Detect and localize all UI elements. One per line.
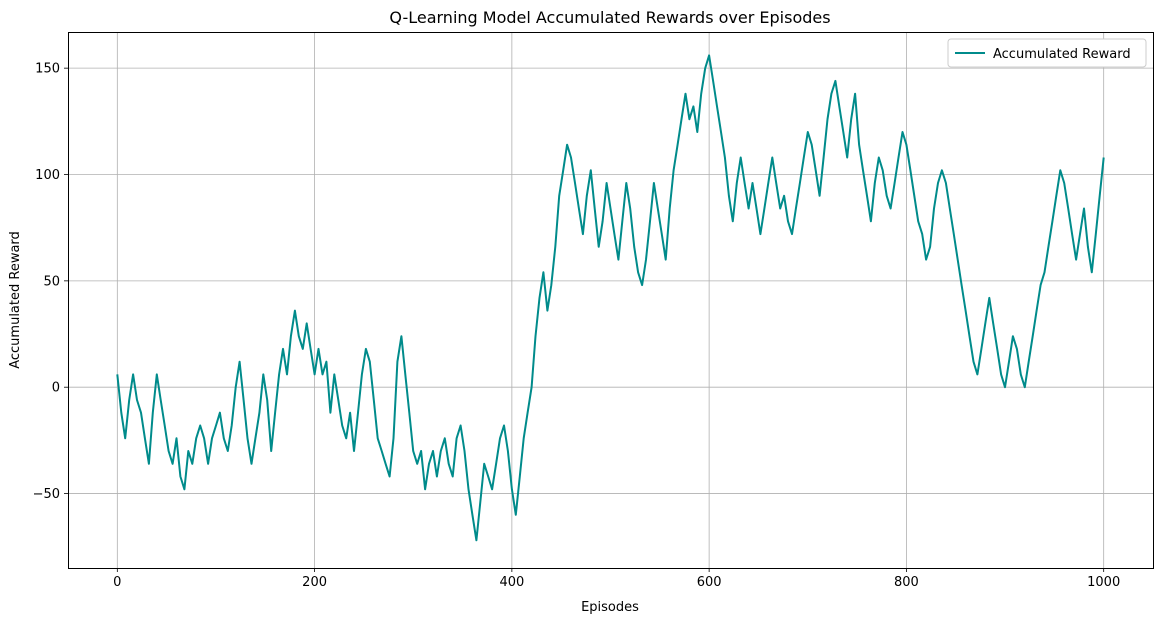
x-tick-label: 200	[302, 575, 327, 590]
y-tick-label: 0	[52, 381, 60, 396]
legend: Accumulated Reward	[947, 38, 1147, 68]
y-ticks: −50 0 50 100 150	[33, 62, 68, 502]
x-tick-label: 1000	[1087, 575, 1120, 590]
legend-label: Accumulated Reward	[993, 47, 1131, 62]
x-tick-label: 800	[894, 575, 919, 590]
x-tick-label: 400	[499, 575, 524, 590]
x-tick-label: 600	[697, 575, 722, 590]
y-tick-label: 50	[43, 274, 60, 289]
y-tick-label: 150	[35, 62, 60, 77]
y-axis-label: Accumulated Reward	[8, 231, 23, 369]
x-ticks: 0 200 400 600 800 1000	[113, 568, 1120, 590]
legend-box	[947, 38, 1147, 68]
plot-frame	[68, 32, 1154, 569]
series-layer	[116, 54, 1105, 542]
x-tick-label: 0	[113, 575, 121, 590]
y-tick-label: 100	[35, 168, 60, 183]
y-tick-label: −50	[33, 487, 60, 502]
chart-title: Q-Learning Model Accumulated Rewards ove…	[389, 8, 830, 27]
x-axis-label: Episodes	[581, 600, 639, 615]
series-line	[116, 54, 1105, 542]
grid-lines	[68, 32, 1153, 568]
